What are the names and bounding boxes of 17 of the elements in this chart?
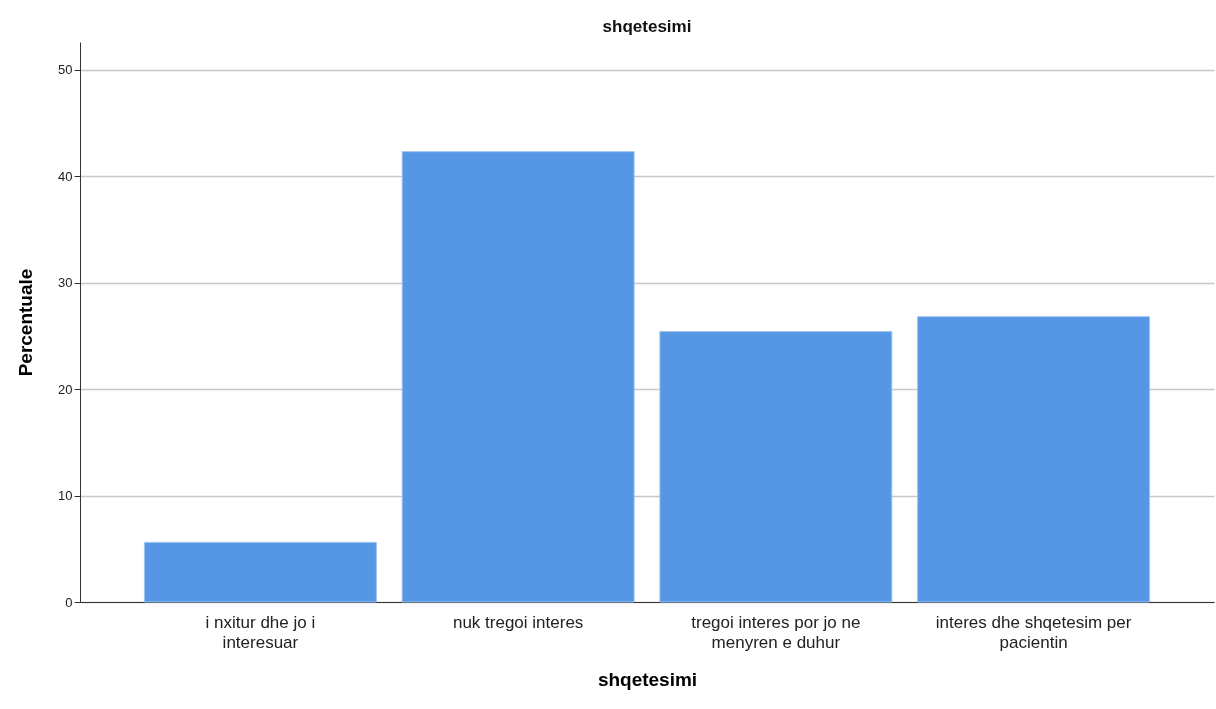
y-tick-label: 50: [58, 62, 73, 78]
chart-title: shqetesimi: [602, 17, 692, 36]
y-tick-label: 10: [58, 488, 73, 504]
y-tick-label: 20: [58, 381, 73, 397]
x-tick-label: i nxitur dhe jo i interesuar: [205, 612, 316, 652]
y-tick-label: 30: [58, 275, 73, 291]
y-tick-label: 0: [65, 594, 73, 610]
y-axis-title: Percentuale: [15, 268, 37, 377]
y-tick-label: 40: [58, 168, 73, 184]
bar: [917, 316, 1151, 603]
x-tick-label: nuk tregoi interes: [452, 612, 584, 632]
bar: [659, 331, 893, 603]
bar: [143, 541, 377, 603]
x-tick-label: tregoi interes por jo ne menyren e duhur: [691, 612, 861, 652]
bar: [401, 151, 635, 603]
x-axis-title: shqetesimi: [597, 668, 698, 690]
x-tick-label: interes dhe shqetesim per pacientin: [935, 612, 1132, 652]
